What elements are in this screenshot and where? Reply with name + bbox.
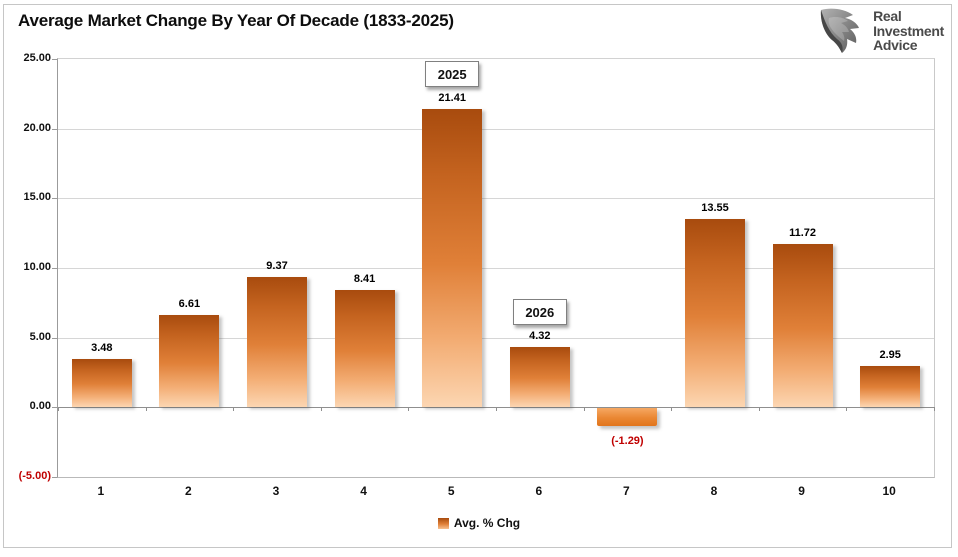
zero-axis-tick	[758, 407, 760, 412]
chart-title: Average Market Change By Year Of Decade …	[18, 11, 454, 30]
x-tick-label-10: 10	[882, 484, 896, 498]
legend: Avg. % Chg	[0, 512, 958, 534]
bar-year-6	[509, 347, 570, 408]
x-tick-label-8: 8	[710, 484, 718, 498]
value-label-year-7: (-1.29)	[611, 435, 644, 448]
x-tick-label-4: 4	[360, 484, 367, 498]
y-axis-tick	[52, 128, 57, 130]
x-tick-label-2: 2	[185, 484, 192, 498]
y-axis-tick	[52, 268, 57, 269]
y-tick-label-(-5.00): (-5.00)	[18, 470, 51, 482]
zero-axis-tick	[583, 407, 585, 412]
ria-logo-line3: Advice	[873, 37, 918, 54]
x-tick-label-1: 1	[97, 484, 105, 498]
value-label-year-9: 11.72	[789, 227, 817, 240]
gridline-5	[58, 337, 934, 339]
zero-axis-tick	[846, 407, 848, 412]
ria-logo-line1: Real	[873, 8, 902, 25]
value-label-year-8: 13.55	[701, 201, 729, 214]
x-tick-label-7: 7	[623, 484, 630, 498]
value-label-year-5: 21.41	[438, 92, 466, 105]
y-axis-tick	[52, 337, 57, 339]
bar-year-4	[334, 290, 395, 408]
value-label-year-10: 2.95	[879, 349, 901, 362]
value-label-year-1: 3.48	[91, 341, 113, 354]
bar-year-2	[159, 315, 220, 408]
bar-year-7	[597, 408, 658, 427]
plot-area: 3.48 6.61 9.37 8.41 21.41 4.32 (-1.29) 13.55 11.…	[52, 58, 935, 478]
callout-2025: 2025	[425, 61, 480, 88]
y-tick-label-25.00: 25.00	[23, 52, 51, 64]
value-label-year-2: 6.61	[178, 298, 201, 311]
y-axis-tick	[52, 198, 57, 200]
y-axis-tick	[52, 407, 57, 409]
y-tick-label-20.00: 20.00	[23, 121, 51, 134]
value-label-year-3: 9.37	[266, 259, 288, 272]
bar-year-8	[685, 218, 745, 408]
y-tick-label-10.00: 10.00	[23, 261, 51, 273]
legend-marker-avg-pct-chg	[437, 517, 449, 529]
y-tick-label-0.00: 0.00	[29, 400, 51, 413]
zero-axis-tick	[233, 407, 235, 412]
zero-axis-tick	[934, 407, 935, 412]
x-tick-label-9: 9	[798, 484, 805, 498]
ria-logo-text: Real Investment Advice	[873, 9, 944, 53]
ria-logo-line2: Investment	[873, 22, 944, 39]
callout-2026: 2026	[512, 299, 567, 326]
zero-axis-tick	[496, 407, 497, 412]
zero-axis-tick	[408, 407, 410, 412]
gridline-10	[58, 268, 934, 269]
bar-year-9	[772, 244, 833, 408]
value-label-year-4: 8.41	[353, 273, 376, 286]
x-tick-label-5: 5	[447, 484, 455, 498]
y-tick-label-15.00: 15.00	[23, 191, 51, 204]
value-label-year-6: 4.32	[529, 330, 551, 343]
gridline-15	[58, 198, 934, 200]
ria-logo: Real Investment Advice	[815, 8, 944, 54]
zero-axis-tick	[320, 407, 322, 412]
x-tick-label-6: 6	[535, 484, 543, 498]
zero-axis-tick	[58, 407, 59, 412]
bar-year-5	[422, 109, 483, 408]
y-axis-tick	[52, 477, 57, 478]
zero-axis-tick	[145, 407, 147, 412]
ria-eagle-icon	[820, 8, 860, 54]
x-tick-label-3: 3	[272, 484, 280, 498]
legend-label-avg-pct-chg: Avg. % Chg	[453, 516, 521, 530]
bar-year-10	[860, 366, 921, 408]
bar-year-3	[247, 276, 307, 408]
bar-year-1	[71, 358, 132, 408]
gridline-20	[58, 128, 934, 130]
zero-axis-tick	[671, 407, 673, 412]
y-axis-tick	[52, 59, 57, 60]
y-tick-label-5.00: 5.00	[29, 330, 51, 343]
